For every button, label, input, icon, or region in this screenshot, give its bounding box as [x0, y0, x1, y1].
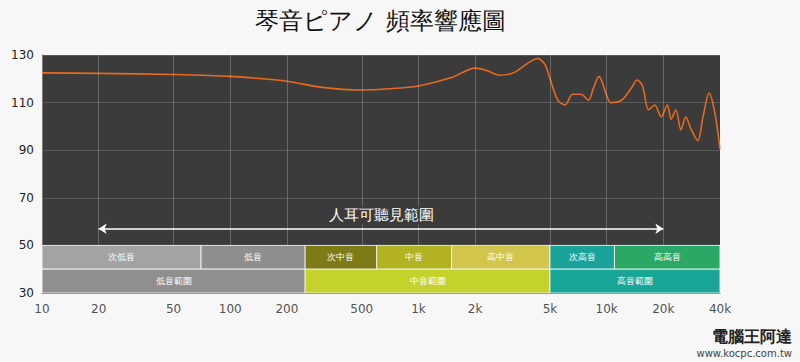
- svg-text:50: 50: [166, 302, 181, 316]
- svg-text:5k: 5k: [543, 302, 558, 316]
- svg-text:50: 50: [19, 238, 34, 252]
- svg-text:110: 110: [11, 96, 34, 110]
- svg-text:1k: 1k: [411, 302, 426, 316]
- svg-text:中音: 中音: [405, 252, 423, 262]
- svg-text:500: 500: [350, 302, 373, 316]
- svg-text:琴音ピアノ 頻率響應圖: 琴音ピアノ 頻率響應圖: [255, 7, 506, 35]
- svg-text:低音: 低音: [244, 252, 262, 262]
- svg-text:30: 30: [19, 286, 34, 300]
- svg-text:100: 100: [219, 302, 242, 316]
- svg-text:20: 20: [91, 302, 106, 316]
- svg-text:www.kocpc.com.tw: www.kocpc.com.tw: [696, 348, 792, 359]
- svg-text:人耳可聽見範圍: 人耳可聽見範圍: [329, 206, 434, 224]
- svg-text:40k: 40k: [709, 302, 731, 316]
- svg-text:高高音: 高高音: [654, 252, 681, 262]
- svg-text:高音範圍: 高音範圍: [617, 276, 653, 286]
- svg-text:次低音: 次低音: [108, 252, 135, 262]
- svg-text:10: 10: [34, 302, 49, 316]
- svg-text:高中音: 高中音: [487, 252, 514, 262]
- svg-text:電腦王阿達: 電腦王阿達: [712, 327, 792, 346]
- svg-text:中音範圍: 中音範圍: [410, 276, 446, 286]
- svg-text:2k: 2k: [468, 302, 483, 316]
- svg-text:200: 200: [275, 302, 298, 316]
- svg-text:次高音: 次高音: [569, 252, 596, 262]
- svg-text:70: 70: [19, 191, 34, 205]
- svg-text:20k: 20k: [652, 302, 674, 316]
- svg-text:90: 90: [19, 143, 34, 157]
- svg-text:次中音: 次中音: [327, 252, 354, 262]
- svg-text:10k: 10k: [596, 302, 618, 316]
- svg-text:130: 130: [11, 48, 34, 62]
- svg-text:低音範圍: 低音範圍: [156, 276, 192, 286]
